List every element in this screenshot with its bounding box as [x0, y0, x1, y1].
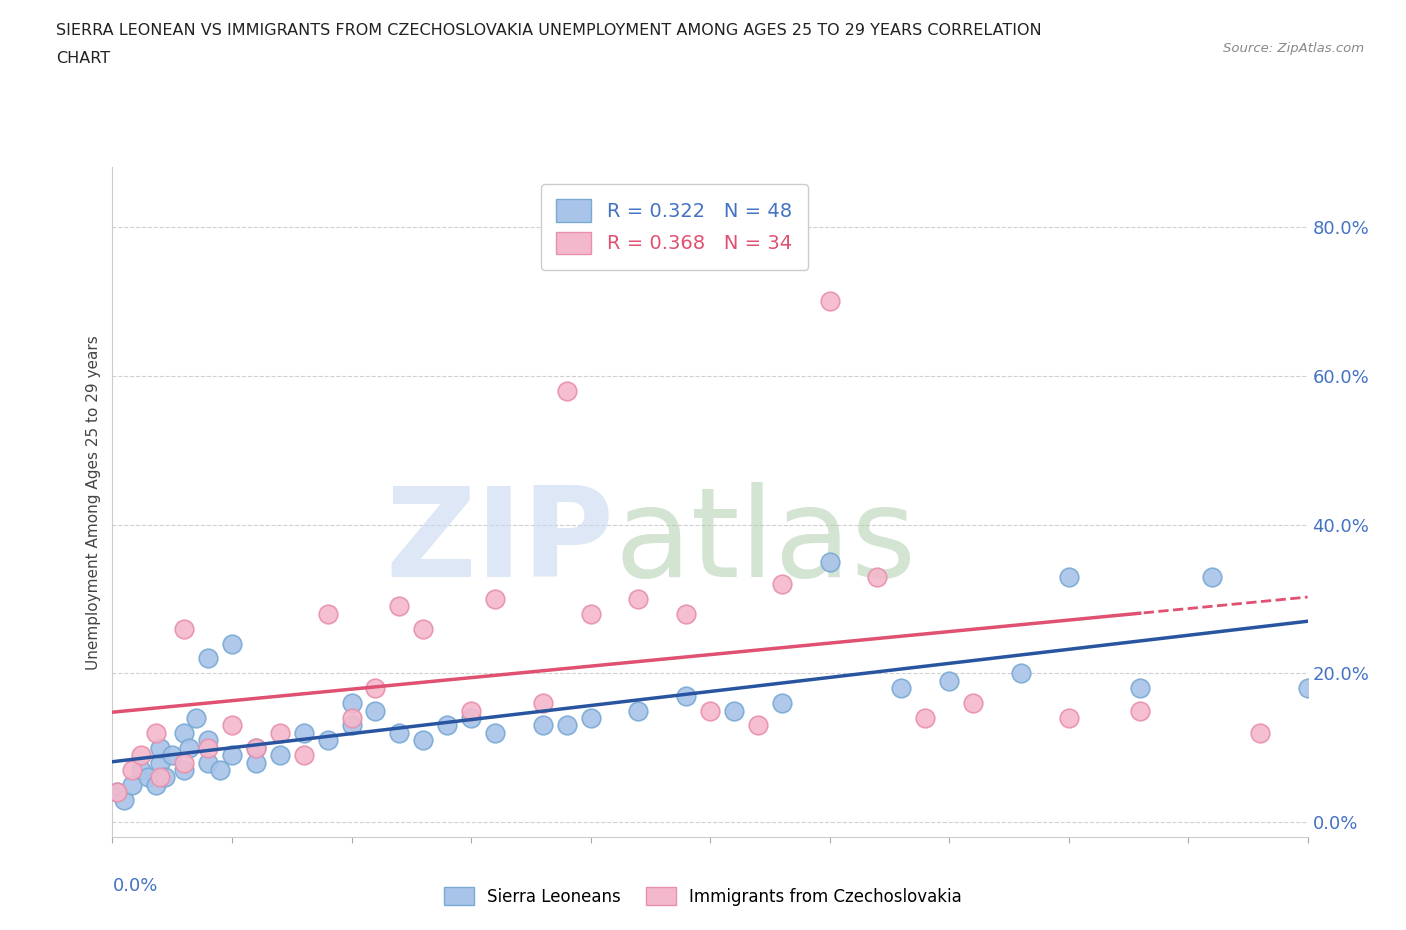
Point	[149, 770, 172, 785]
Point	[1129, 681, 1152, 696]
Legend: Sierra Leoneans, Immigrants from Czechoslovakia: Sierra Leoneans, Immigrants from Czechos…	[437, 881, 969, 912]
Text: 0.0%: 0.0%	[112, 877, 157, 896]
Point	[105, 785, 128, 800]
Point	[121, 763, 143, 777]
Point	[292, 748, 315, 763]
Point	[197, 755, 219, 770]
Point	[1249, 725, 1271, 740]
Point	[149, 755, 172, 770]
Point	[269, 725, 291, 740]
Point	[818, 554, 841, 569]
Point	[675, 688, 697, 703]
Point	[269, 748, 291, 763]
Point	[316, 733, 339, 748]
Point	[149, 740, 172, 755]
Point	[197, 740, 219, 755]
Point	[555, 718, 578, 733]
Point	[675, 606, 697, 621]
Point	[770, 577, 793, 591]
Point	[747, 718, 769, 733]
Point	[292, 725, 315, 740]
Point	[145, 777, 167, 792]
Text: atlas: atlas	[614, 482, 917, 603]
Point	[153, 770, 176, 785]
Point	[1057, 711, 1080, 725]
Point	[460, 703, 482, 718]
Point	[484, 725, 506, 740]
Point	[531, 718, 554, 733]
Point	[245, 740, 267, 755]
Point	[316, 606, 339, 621]
Text: ZIP: ZIP	[385, 482, 614, 603]
Point	[962, 696, 984, 711]
Text: SIERRA LEONEAN VS IMMIGRANTS FROM CZECHOSLOVAKIA UNEMPLOYMENT AMONG AGES 25 TO 2: SIERRA LEONEAN VS IMMIGRANTS FROM CZECHO…	[56, 23, 1042, 38]
Text: Source: ZipAtlas.com: Source: ZipAtlas.com	[1223, 42, 1364, 55]
Point	[173, 725, 195, 740]
Point	[340, 696, 363, 711]
Point	[173, 755, 195, 770]
Point	[121, 777, 143, 792]
Point	[1057, 569, 1080, 584]
Point	[460, 711, 482, 725]
Point	[627, 703, 650, 718]
Point	[412, 733, 434, 748]
Point	[388, 725, 411, 740]
Point	[162, 748, 183, 763]
Point	[129, 763, 152, 777]
Point	[866, 569, 889, 584]
Point	[531, 696, 554, 711]
Point	[938, 673, 960, 688]
Point	[221, 748, 243, 763]
Point	[340, 711, 363, 725]
Point	[221, 636, 243, 651]
Point	[412, 621, 434, 636]
Point	[890, 681, 912, 696]
Point	[197, 733, 219, 748]
Point	[173, 621, 195, 636]
Point	[208, 763, 231, 777]
Point	[1296, 681, 1319, 696]
Point	[579, 606, 602, 621]
Point	[197, 651, 219, 666]
Text: CHART: CHART	[56, 51, 110, 66]
Point	[1129, 703, 1152, 718]
Point	[364, 703, 387, 718]
Legend: R = 0.322   N = 48, R = 0.368   N = 34: R = 0.322 N = 48, R = 0.368 N = 34	[541, 184, 807, 270]
Point	[770, 696, 793, 711]
Point	[221, 718, 243, 733]
Point	[484, 591, 506, 606]
Point	[245, 755, 267, 770]
Point	[1201, 569, 1223, 584]
Point	[699, 703, 721, 718]
Point	[436, 718, 458, 733]
Y-axis label: Unemployment Among Ages 25 to 29 years: Unemployment Among Ages 25 to 29 years	[86, 335, 101, 670]
Point	[145, 725, 167, 740]
Point	[555, 383, 578, 398]
Point	[245, 740, 267, 755]
Point	[340, 718, 363, 733]
Point	[173, 763, 195, 777]
Point	[723, 703, 745, 718]
Point	[818, 294, 841, 309]
Point	[138, 770, 160, 785]
Point	[1010, 666, 1032, 681]
Point	[186, 711, 208, 725]
Point	[388, 599, 411, 614]
Point	[177, 740, 200, 755]
Point	[114, 792, 135, 807]
Point	[627, 591, 650, 606]
Point	[129, 748, 152, 763]
Point	[579, 711, 602, 725]
Point	[364, 681, 387, 696]
Point	[105, 785, 128, 800]
Point	[914, 711, 936, 725]
